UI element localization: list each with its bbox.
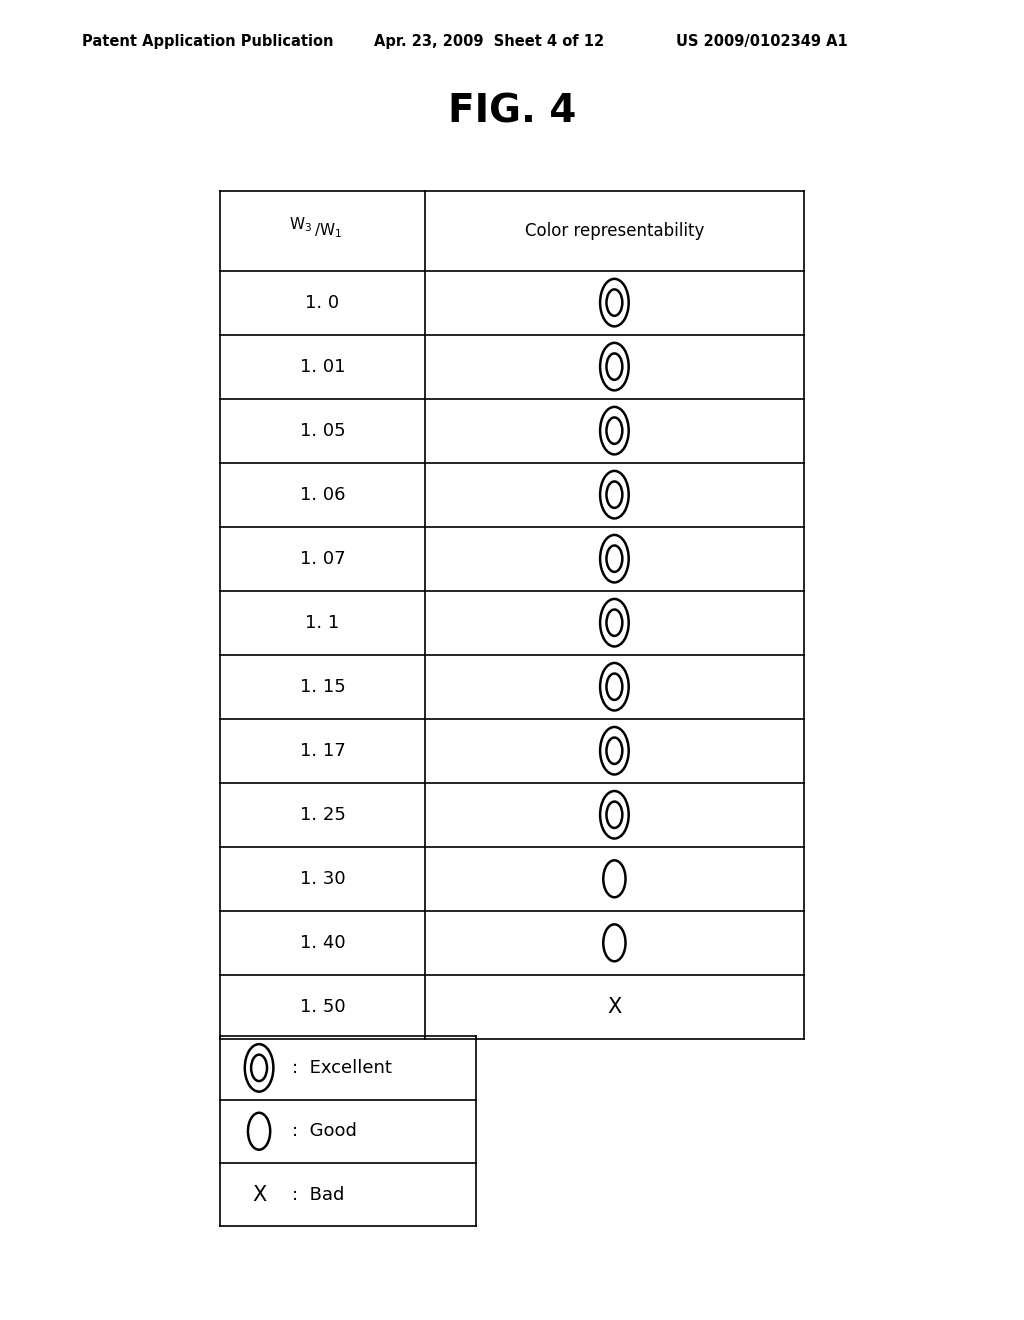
Text: 1. 0: 1. 0 — [305, 293, 340, 312]
Text: Color representability: Color representability — [524, 222, 705, 240]
Text: :  Excellent: : Excellent — [292, 1059, 392, 1077]
Text: 1. 17: 1. 17 — [300, 742, 345, 760]
Text: 1. 1: 1. 1 — [305, 614, 340, 632]
Text: X: X — [607, 997, 622, 1016]
Text: 1. 40: 1. 40 — [300, 933, 345, 952]
Text: 1. 50: 1. 50 — [300, 998, 345, 1016]
Text: 1. 25: 1. 25 — [300, 805, 345, 824]
Text: 1. 01: 1. 01 — [300, 358, 345, 376]
Text: 1. 07: 1. 07 — [300, 549, 345, 568]
Text: 1. 05: 1. 05 — [300, 421, 345, 440]
Text: US 2009/0102349 A1: US 2009/0102349 A1 — [676, 34, 848, 49]
Text: Patent Application Publication: Patent Application Publication — [82, 34, 334, 49]
Text: $\mathsf{/W_1}$: $\mathsf{/W_1}$ — [314, 222, 342, 240]
Text: $\mathsf{W_3}$: $\mathsf{W_3}$ — [289, 215, 312, 234]
Text: FIG. 4: FIG. 4 — [447, 92, 577, 131]
Text: Apr. 23, 2009  Sheet 4 of 12: Apr. 23, 2009 Sheet 4 of 12 — [374, 34, 604, 49]
Text: 1. 15: 1. 15 — [300, 677, 345, 696]
Text: 1. 30: 1. 30 — [300, 870, 345, 888]
Text: 1. 06: 1. 06 — [300, 486, 345, 504]
Text: :  Bad: : Bad — [292, 1185, 344, 1204]
Text: X: X — [252, 1184, 266, 1205]
Text: :  Good: : Good — [292, 1122, 356, 1140]
